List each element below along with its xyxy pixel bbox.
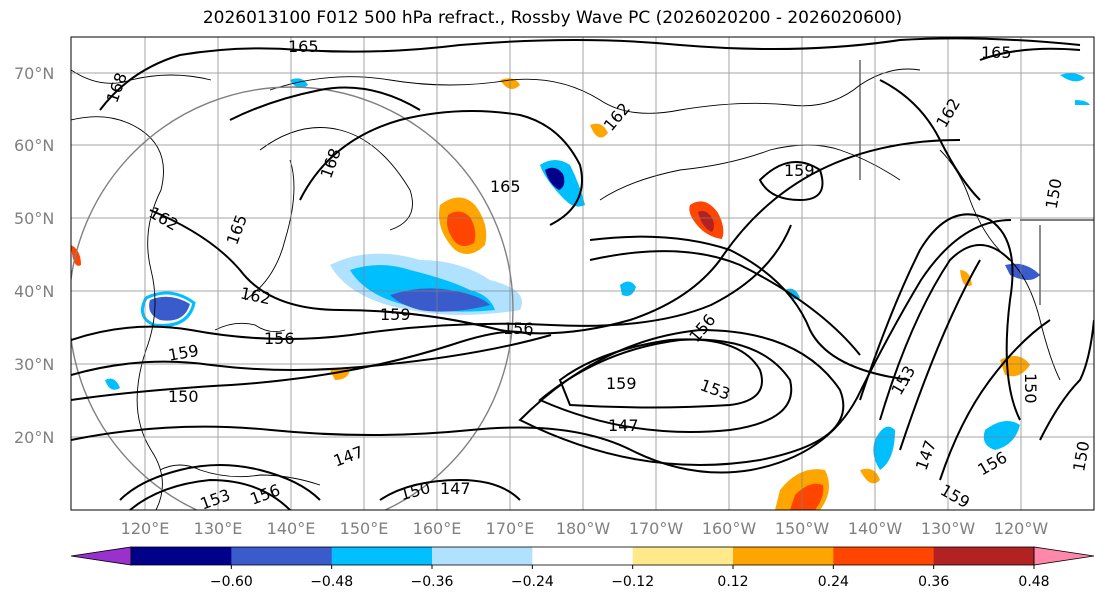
lon-label: 140°W bbox=[848, 519, 903, 538]
contour-labels: 165 168 162 165 168 165 162 159 159 159 … bbox=[103, 37, 1094, 510]
colorbar-tick-label: −0.12 bbox=[611, 574, 654, 590]
lon-label: 130°W bbox=[921, 519, 976, 538]
contour-label: 165 bbox=[288, 37, 319, 56]
colorbar-frame bbox=[130, 546, 1035, 566]
contour-label: 159 bbox=[606, 374, 637, 393]
refractivity-contours bbox=[71, 37, 1094, 510]
contour-label: 150 bbox=[168, 387, 199, 406]
lat-label-50n: 50°N bbox=[14, 209, 54, 228]
lon-label: 170°W bbox=[629, 519, 684, 538]
lon-label: 160°W bbox=[702, 519, 757, 538]
colorbar-tick-label: 0.12 bbox=[717, 574, 748, 590]
colorbar-tick-label: 0.24 bbox=[818, 574, 849, 590]
lon-label: 170°E bbox=[486, 519, 535, 538]
colorbar-extend-high bbox=[1033, 546, 1095, 566]
lat-label-20n: 20°N bbox=[14, 428, 54, 447]
lat-label-40n: 40°N bbox=[14, 282, 54, 301]
colorbar-segment bbox=[231, 547, 333, 565]
colorbar: −0.60 −0.48 −0.36 −0.24 −0.12 0.12 0.24 0.36 0.4… bbox=[70, 546, 1095, 590]
colorbar-segment bbox=[532, 547, 634, 565]
contour-label: 159 bbox=[784, 161, 815, 180]
lon-label: 180°W bbox=[556, 519, 611, 538]
refractivity-shading bbox=[71, 73, 1090, 510]
colorbar-segment bbox=[632, 547, 734, 565]
colorbar-tick-label: −0.48 bbox=[310, 574, 353, 590]
colorbar-tick-label: −0.24 bbox=[511, 574, 554, 590]
colorbar-segment bbox=[131, 547, 232, 565]
colorbar-tick-label: −0.36 bbox=[411, 574, 454, 590]
colorbar-tick-label: 0.48 bbox=[1018, 574, 1049, 590]
latitude-labels: 70°N 60°N 50°N 40°N 30°N 20°N bbox=[14, 64, 54, 447]
reference-circle bbox=[71, 86, 514, 510]
colorbar-segment bbox=[432, 547, 533, 565]
colorbar-segment bbox=[733, 547, 834, 565]
lon-label: 130°E bbox=[194, 519, 243, 538]
map-title: 2026013100 F012 500 hPa refract., Rossby… bbox=[202, 8, 903, 28]
lat-label-60n: 60°N bbox=[14, 136, 54, 155]
contour-label: 159 bbox=[380, 305, 411, 324]
colorbar-segment bbox=[933, 547, 1035, 565]
contour-label: 165 bbox=[490, 177, 521, 196]
contour-label: 150 bbox=[1021, 373, 1040, 404]
lon-label: 150°W bbox=[775, 519, 830, 538]
contour-label: 147 bbox=[440, 479, 471, 498]
lat-label-30n: 30°N bbox=[14, 355, 54, 374]
contour-label: 156 bbox=[503, 319, 534, 338]
colorbar-tick-label: 0.36 bbox=[918, 574, 949, 590]
lon-label: 160°E bbox=[413, 519, 462, 538]
contour-label: 165 bbox=[981, 43, 1012, 62]
lon-label: 120°W bbox=[994, 519, 1049, 538]
colorbar-tick-label: −0.60 bbox=[210, 574, 253, 590]
map-plot-area: 165 168 162 165 168 165 162 159 159 159 … bbox=[70, 36, 1095, 511]
contour-label: 147 bbox=[608, 416, 639, 435]
lon-label: 120°E bbox=[121, 519, 170, 538]
longitude-labels: 120°E 130°E 140°E 150°E 160°E 170°E 180°… bbox=[121, 519, 1049, 538]
lat-label-70n: 70°N bbox=[14, 64, 54, 83]
colorbar-extend-low bbox=[70, 546, 132, 566]
contour-label: 156 bbox=[264, 329, 295, 348]
lon-label: 140°E bbox=[267, 519, 316, 538]
lon-label: 150°E bbox=[340, 519, 389, 538]
graticule bbox=[71, 37, 1094, 510]
colorbar-segment bbox=[833, 547, 935, 565]
colorbar-segment bbox=[331, 547, 433, 565]
